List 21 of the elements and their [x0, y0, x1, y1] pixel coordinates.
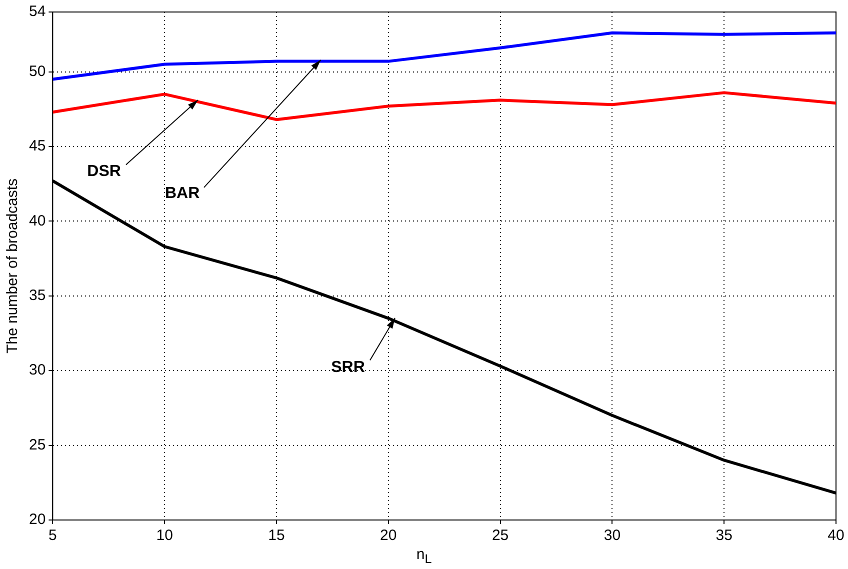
x-tick-label: 35	[716, 527, 732, 544]
x-tick-label: 20	[380, 527, 397, 544]
text: DSR	[87, 162, 121, 181]
text: SRR	[331, 358, 365, 377]
x-tick-label: 40	[828, 527, 844, 544]
y-tick-label: 45	[28, 138, 46, 155]
x-tick-label: 5	[48, 527, 57, 544]
x-axis-title: n$_{L}$	[415, 546, 433, 566]
y-tick-label: 50	[28, 62, 46, 80]
y-tick-label: 54	[28, 3, 46, 20]
y-axis-title: The number of broadcasts	[4, 178, 22, 354]
x-tick-label: 30	[604, 527, 621, 544]
y-tick-label: 35	[28, 287, 46, 304]
y-tick-label: 20	[28, 511, 46, 528]
x-tick-label: 25	[492, 527, 509, 544]
y-tick-label: 40	[28, 212, 46, 230]
y-tick-label: 25	[28, 436, 46, 454]
text: BAR	[164, 185, 200, 204]
x-tick-label: 10	[156, 527, 173, 544]
y-tick-label: 30	[28, 362, 46, 379]
x-tick-label: 15	[268, 527, 285, 544]
